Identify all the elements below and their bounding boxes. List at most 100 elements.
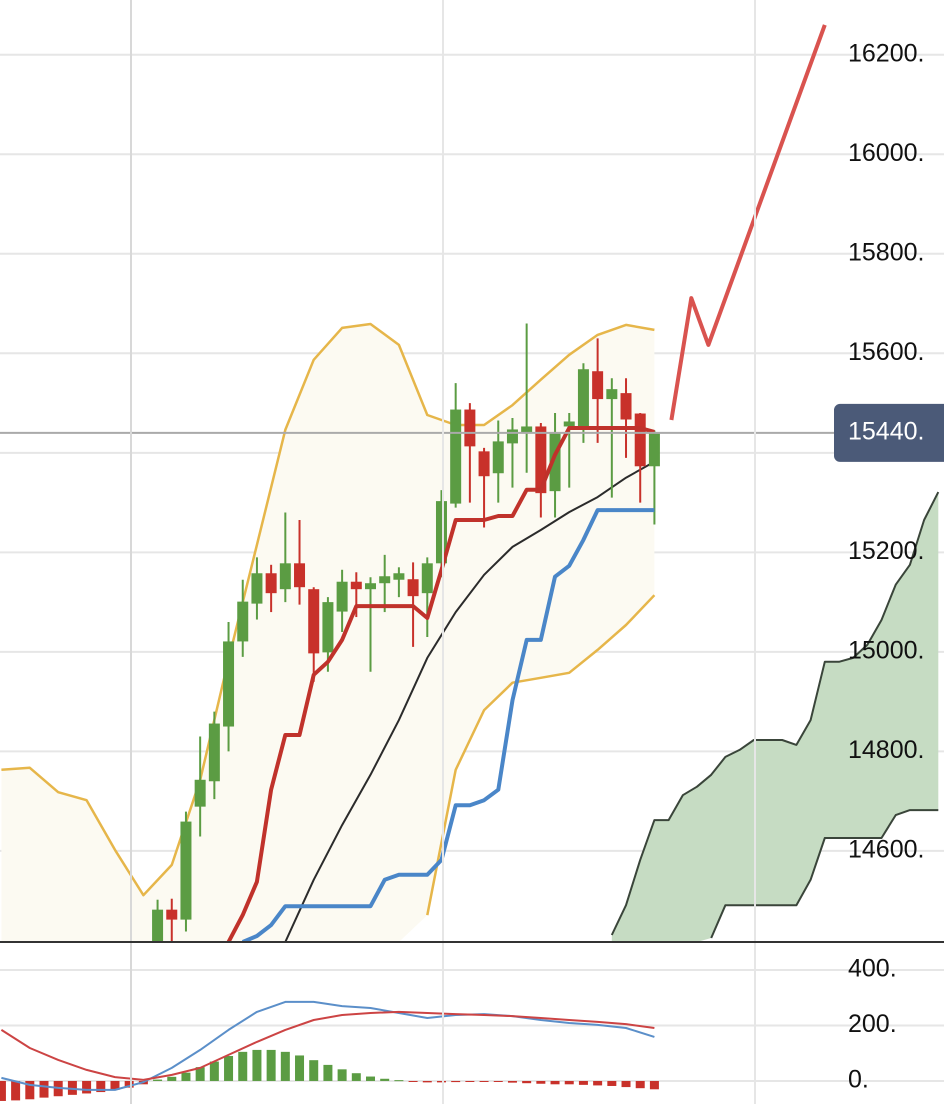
macd-bar	[649, 1080, 659, 1090]
macd-bar	[0, 1080, 6, 1101]
macd-panel	[0, 969, 944, 1101]
band-upper	[1, 322, 655, 897]
candle-body	[166, 909, 178, 920]
macd-bar	[295, 1055, 305, 1081]
macd-bar	[96, 1080, 106, 1093]
macd-bar	[110, 1080, 120, 1090]
candle-body	[450, 409, 462, 504]
band-middle	[284, 460, 655, 942]
axis-labels: 14600.14800.15000.15200.15400.15600.1580…	[834, 39, 944, 1094]
candle-body	[620, 393, 632, 420]
candle-body	[365, 583, 377, 590]
plot-area	[0, 1000, 659, 1101]
price-tag-label: 15440.	[848, 418, 924, 446]
candle-body	[208, 723, 220, 782]
candle-body	[294, 563, 306, 588]
candle-body	[223, 641, 235, 727]
indicator-line	[226, 426, 655, 942]
y-tick-label: 14600.	[848, 836, 924, 864]
macd-bar	[351, 1073, 361, 1081]
candle-body	[379, 576, 391, 584]
macd-bar	[507, 1080, 517, 1083]
macd-bar	[536, 1080, 546, 1084]
y-tick-label: 15200.	[848, 537, 924, 565]
macd-bar	[394, 1080, 404, 1082]
macd-bar	[224, 1056, 234, 1081]
macd-bar	[238, 1051, 248, 1081]
macd-bar	[167, 1076, 177, 1081]
macd-bar	[209, 1061, 219, 1081]
candle-body	[577, 369, 589, 427]
y-tick-label: 16000.	[848, 139, 924, 167]
candle-body	[152, 909, 164, 942]
macd-line	[0, 1010, 655, 1081]
y-tick-label: 15000.	[848, 636, 924, 664]
candle-body	[521, 426, 533, 433]
candle-body	[478, 451, 490, 477]
candle-body	[180, 821, 192, 920]
candle-body	[464, 409, 476, 447]
candle-body	[251, 573, 263, 604]
macd-bar	[607, 1080, 617, 1086]
candle-body	[535, 426, 547, 494]
candle-body	[549, 433, 561, 492]
macd-bar	[181, 1072, 191, 1081]
macd-bar	[280, 1051, 290, 1081]
macd-bar	[593, 1080, 603, 1086]
candle-body	[237, 601, 249, 642]
y-tick-label: 16200.	[848, 39, 924, 67]
candle-body	[279, 563, 291, 590]
macd-bar	[564, 1080, 574, 1085]
candle-body	[336, 581, 348, 612]
candle-body	[194, 779, 206, 807]
candle-body	[407, 579, 419, 597]
macd-bar	[366, 1076, 376, 1081]
price-panel	[0, 24, 944, 942]
macd-bar	[635, 1080, 645, 1089]
macd-bar	[436, 1080, 446, 1083]
macd-bar	[323, 1064, 333, 1081]
macd-bar	[578, 1080, 588, 1085]
candle-body	[648, 432, 660, 467]
macd-bar	[493, 1080, 503, 1082]
macd-bar	[621, 1080, 631, 1088]
macd-bar	[195, 1067, 205, 1081]
macd-bar	[25, 1080, 35, 1100]
indicator-line	[669, 24, 827, 421]
candle-body	[563, 421, 575, 427]
macd-bar	[266, 1049, 276, 1081]
macd-line	[1, 1000, 655, 1091]
candle-body	[421, 563, 433, 594]
candle-body	[492, 441, 504, 474]
macd-bar	[380, 1078, 390, 1081]
y-tick-label: 15800.	[848, 238, 924, 266]
macd-bar	[153, 1079, 163, 1081]
cloud-upper	[610, 491, 940, 936]
macd-bar	[82, 1080, 92, 1094]
candle-body	[308, 589, 320, 654]
y-tick-label: 15600.	[848, 338, 924, 366]
macd-bar	[252, 1049, 262, 1081]
macd-bar	[11, 1080, 21, 1101]
macd-bar	[408, 1080, 418, 1082]
candle-body	[606, 389, 618, 400]
y-tick-label: 400.	[848, 955, 897, 983]
candle-body	[393, 573, 405, 580]
band-lower	[426, 594, 656, 916]
candle-body	[322, 602, 334, 653]
macd-bar	[465, 1080, 475, 1082]
macd-bar	[479, 1080, 489, 1082]
candle-body	[265, 573, 277, 594]
macd-bar	[522, 1080, 532, 1084]
macd-bar	[422, 1080, 432, 1083]
candle-body	[592, 371, 604, 400]
cloud-fill	[611, 492, 939, 942]
y-tick-label: 0.	[848, 1066, 869, 1094]
candle-body	[350, 581, 362, 590]
plot-area	[1, 24, 940, 942]
candle-body	[435, 501, 447, 564]
macd-bar	[451, 1080, 461, 1083]
macd-bar	[550, 1080, 560, 1085]
macd-bar	[124, 1080, 134, 1088]
